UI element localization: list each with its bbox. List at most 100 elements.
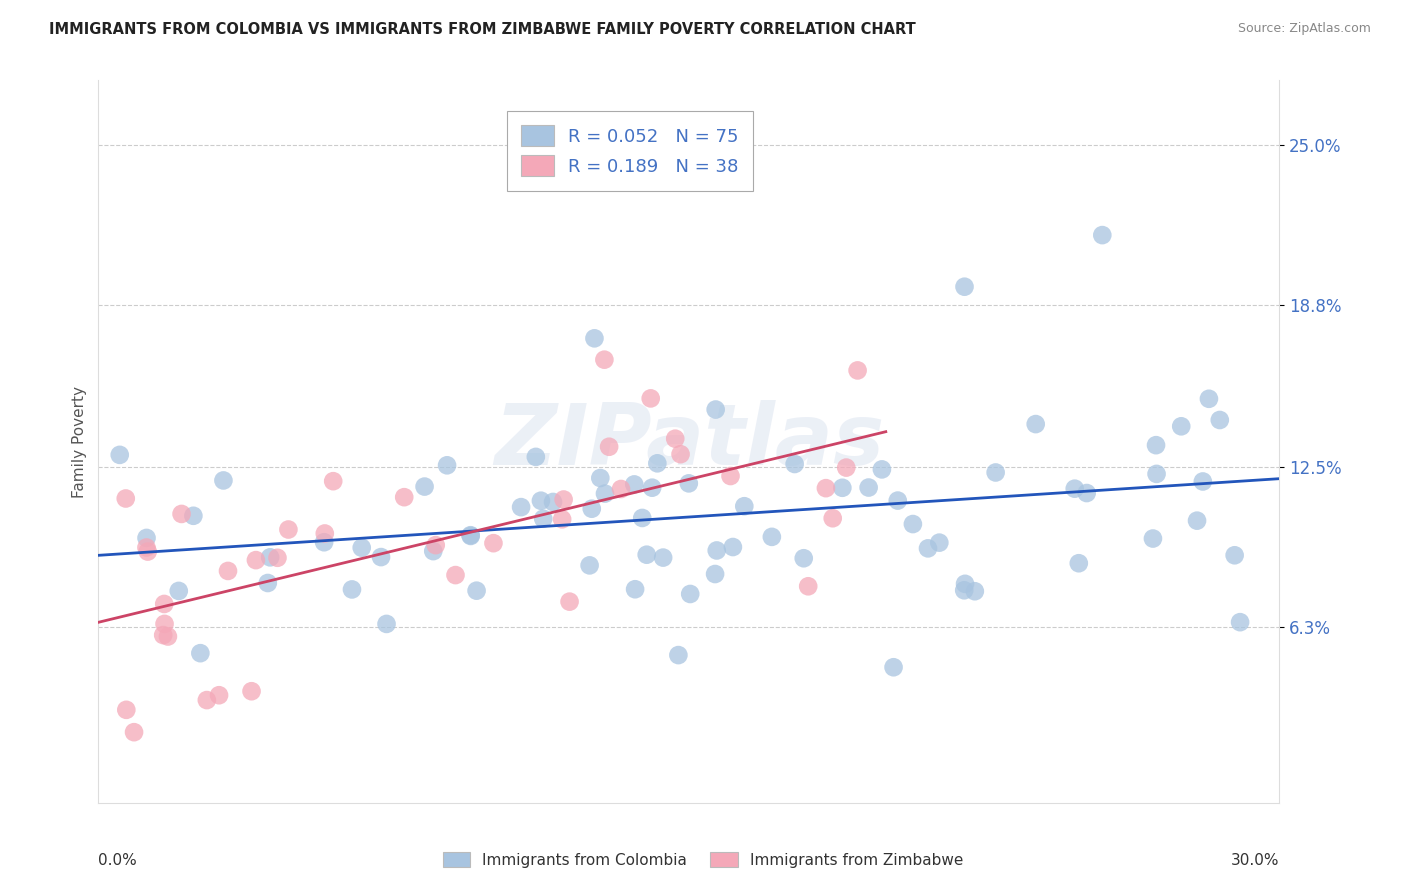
Point	[370, 550, 392, 565]
Point	[589, 471, 612, 485]
Point	[530, 493, 553, 508]
Point	[212, 474, 235, 488]
Point	[183, 508, 205, 523]
Point	[870, 462, 893, 476]
Point	[190, 646, 212, 660]
Point	[831, 481, 853, 495]
Point	[322, 474, 344, 488]
Point	[623, 477, 645, 491]
Point	[1146, 467, 1168, 481]
Point	[558, 594, 581, 608]
Point	[266, 550, 288, 565]
Y-axis label: Family Poverty: Family Poverty	[72, 385, 87, 498]
Point	[1063, 482, 1085, 496]
Point	[1144, 438, 1167, 452]
Point	[1192, 475, 1215, 489]
Text: ZIPatlas: ZIPatlas	[494, 400, 884, 483]
Point	[1170, 419, 1192, 434]
Point	[1142, 532, 1164, 546]
Point	[578, 558, 600, 573]
Point	[153, 616, 176, 631]
Point	[465, 583, 488, 598]
Point	[706, 543, 728, 558]
Point	[901, 517, 924, 532]
Legend: R = 0.052   N = 75, R = 0.189   N = 38: R = 0.052 N = 75, R = 0.189 N = 38	[506, 111, 754, 191]
Point	[1223, 549, 1246, 563]
Point	[551, 512, 574, 526]
Point	[259, 550, 281, 565]
Point	[593, 352, 616, 367]
Point	[814, 481, 837, 495]
Point	[524, 450, 547, 464]
Point	[761, 530, 783, 544]
Point	[340, 582, 363, 597]
Point	[510, 500, 533, 515]
Point	[883, 660, 905, 674]
Point	[610, 482, 633, 496]
Point	[704, 567, 727, 582]
Point	[208, 688, 231, 702]
Point	[541, 495, 564, 509]
Point	[641, 481, 664, 495]
Point	[664, 432, 686, 446]
Point	[636, 548, 658, 562]
Point	[679, 587, 702, 601]
Point	[1209, 413, 1232, 427]
Point	[821, 511, 844, 525]
Point	[375, 616, 398, 631]
Point	[277, 523, 299, 537]
Point	[444, 568, 467, 582]
Point	[1076, 486, 1098, 500]
Point	[797, 579, 820, 593]
Point	[392, 490, 415, 504]
Point	[953, 279, 976, 293]
Point	[720, 469, 742, 483]
Point	[1198, 392, 1220, 406]
Point	[887, 493, 910, 508]
Point	[624, 582, 647, 597]
Point	[135, 531, 157, 545]
Point	[858, 481, 880, 495]
Point	[156, 630, 179, 644]
Point	[115, 703, 138, 717]
Point	[721, 540, 744, 554]
Point	[631, 511, 654, 525]
Point	[1091, 228, 1114, 243]
Point	[436, 458, 458, 473]
Point	[167, 583, 190, 598]
Point	[984, 466, 1007, 480]
Point	[460, 529, 482, 543]
Point	[170, 507, 193, 521]
Point	[135, 541, 157, 555]
Point	[195, 693, 218, 707]
Point	[153, 597, 176, 611]
Point	[217, 564, 239, 578]
Point	[245, 553, 267, 567]
Point	[793, 551, 815, 566]
Point	[598, 440, 620, 454]
Point	[482, 536, 505, 550]
Point	[733, 500, 755, 514]
Point	[835, 460, 858, 475]
Point	[928, 535, 950, 549]
Text: IMMIGRANTS FROM COLOMBIA VS IMMIGRANTS FROM ZIMBABWE FAMILY POVERTY CORRELATION : IMMIGRANTS FROM COLOMBIA VS IMMIGRANTS F…	[49, 22, 915, 37]
Point	[647, 456, 669, 470]
Point	[460, 528, 482, 542]
Point	[668, 648, 690, 662]
Point	[152, 628, 174, 642]
Point	[240, 684, 263, 698]
Point	[593, 486, 616, 500]
Point	[783, 457, 806, 471]
Point	[422, 544, 444, 558]
Point	[314, 526, 336, 541]
Point	[114, 491, 136, 506]
Point	[425, 538, 447, 552]
Text: 30.0%: 30.0%	[1232, 854, 1279, 869]
Point	[917, 541, 939, 556]
Point	[256, 576, 278, 591]
Point	[704, 402, 727, 417]
Point	[583, 331, 606, 345]
Point	[652, 550, 675, 565]
Point	[581, 501, 603, 516]
Point	[953, 583, 976, 598]
